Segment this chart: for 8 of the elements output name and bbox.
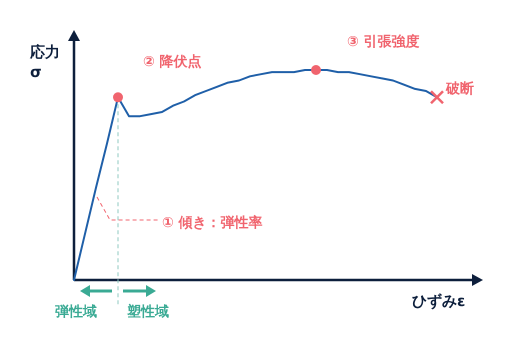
- annotation: ② 降伏点: [143, 54, 202, 70]
- text: 塑性域: [126, 303, 169, 320]
- text: 弾性域: [55, 304, 97, 320]
- text: ③ 引張強度: [347, 33, 420, 50]
- y-axis-title: 応力 σ: [29, 43, 60, 81]
- x-axis-title: ひずみε: [412, 292, 466, 310]
- annotation: ① 傾き：弾性率: [162, 214, 263, 231]
- text: 破断: [445, 81, 474, 97]
